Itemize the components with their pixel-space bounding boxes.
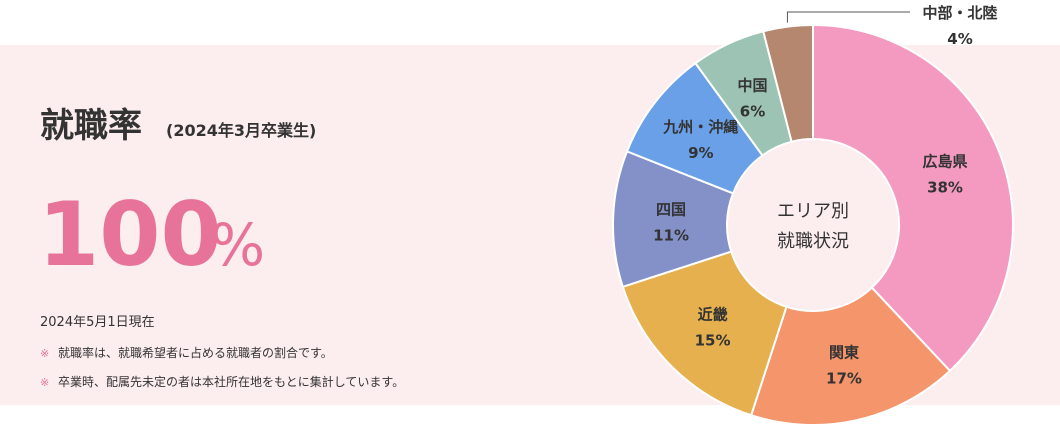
slice-label: 中部・北陸 [922,4,997,22]
slice-value: 17% [826,370,862,388]
slice-label: 広島県 [923,153,968,171]
slice [749,286,952,426]
slice-label: 九州・沖縄 [662,118,738,136]
note: 就職率は、就職希望者に占める就職者の割合です。 [58,345,333,360]
note: 卒業時、配属先未定の者は本社所在地をもとに集計しています。 [58,374,404,389]
date: 2024年5月1日現在 [40,315,155,330]
slice-value: 38% [927,179,963,197]
slice-label: 四国 [656,201,686,219]
center-label: 就職状況 [777,231,849,252]
slice-value: 9% [688,144,713,162]
slice-label: 中国 [738,77,768,95]
slice [621,250,788,417]
slice-value: 6% [740,103,765,121]
slice-value: 11% [653,227,689,245]
slice-label: 関東 [829,344,859,362]
slice [762,23,814,143]
subtitle: (2024年3月卒業生) [166,121,316,140]
center-label: エリア別 [777,201,849,222]
slice-value: 4% [947,30,972,48]
note-marker: ※ [40,347,49,360]
rate-unit: % [210,211,265,279]
rate: 100 [38,183,222,286]
slice-label: 近畿 [698,305,728,323]
leader-line [786,11,910,23]
title: 就職率 [40,106,142,146]
slice-value: 15% [695,331,731,349]
note-marker: ※ [40,376,49,389]
slice [812,23,1014,373]
